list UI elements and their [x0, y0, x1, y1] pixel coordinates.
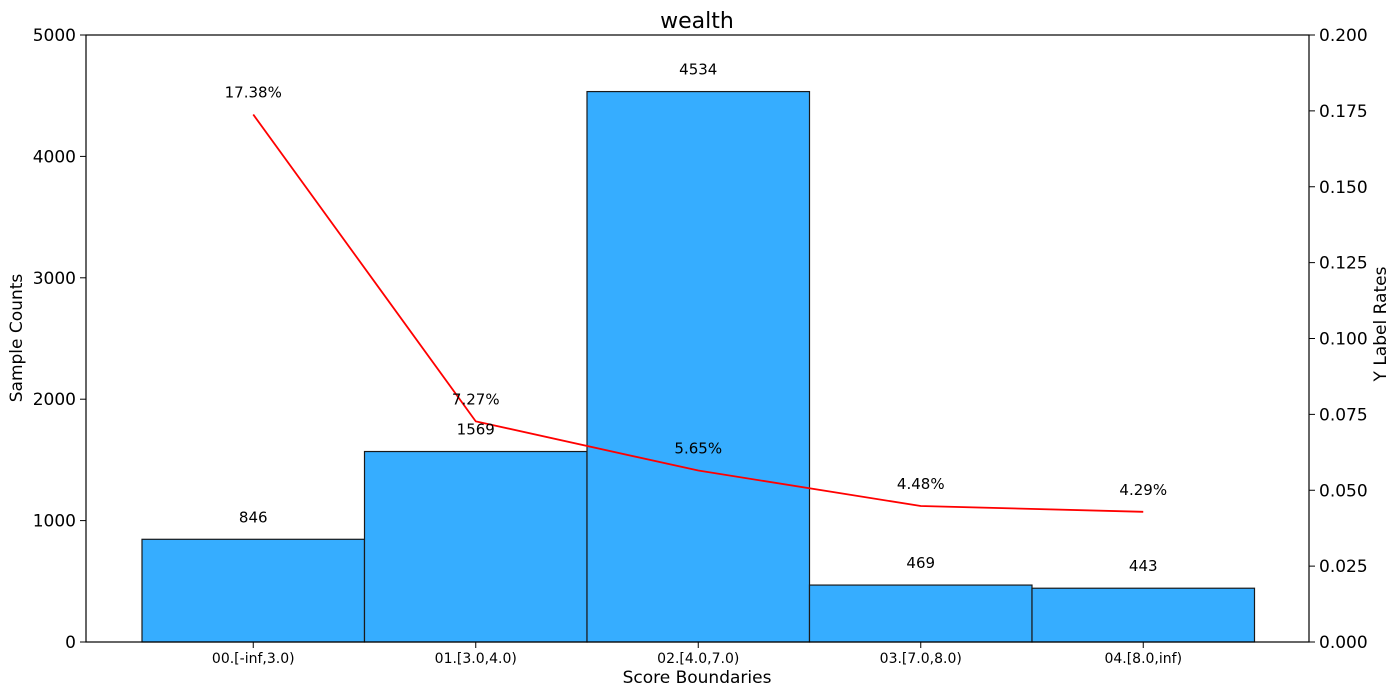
bar-1: [363, 450, 588, 643]
y2-tick-label-6: 0.150: [1319, 178, 1368, 198]
x-tick-label-1: 01.[3.0,4.0): [435, 651, 517, 667]
data-labels: 846 1569 4534 469 443 17.38% 7.27% 5.65% 4.48% 4.…: [225, 61, 1167, 576]
x-tick-label-0: 00.[-inf,3.0): [212, 651, 295, 667]
y2-tick-label-1: 0.025: [1319, 557, 1368, 577]
rate-label-2: 5.65%: [674, 440, 722, 458]
y2-axis-title: Y Label Rates: [1371, 266, 1391, 382]
y2-tick-label-7: 0.175: [1319, 102, 1368, 122]
y-tick-label-4: 4000: [33, 147, 76, 167]
bars: [141, 90, 1256, 643]
y2-tick-label-3: 0.075: [1319, 405, 1368, 425]
bar-3: [808, 584, 1033, 643]
rate-label-1: 7.27%: [452, 390, 500, 408]
y2-tick-label-5: 0.125: [1319, 254, 1368, 274]
y2-tick-label-0: 0.000: [1319, 633, 1368, 653]
bar-4: [1031, 587, 1256, 643]
rate-label-4: 4.29%: [1119, 481, 1167, 499]
y-tick-label-3: 3000: [33, 269, 76, 289]
bar-value-label-4: 443: [1129, 557, 1158, 575]
x-tick-label-2: 02.[4.0,7.0): [657, 651, 739, 667]
bar-value-label-1: 1569: [457, 421, 495, 439]
x-tick-label-4: 04.[8.0,inf): [1104, 651, 1182, 667]
left-axis: 0 1000 2000 3000 4000 5000: [33, 26, 86, 653]
chart-title: wealth: [660, 9, 734, 34]
rate-line: [252, 113, 1144, 513]
bar-value-label-0: 846: [239, 508, 268, 526]
y-tick-label-1: 1000: [33, 512, 76, 532]
rate-label-3: 4.48%: [897, 475, 945, 493]
y-tick-label-5: 5000: [33, 26, 76, 46]
y-tick-label-2: 2000: [33, 390, 76, 410]
x-tick-label-3: 03.[7.0,8.0): [880, 651, 962, 667]
right-axis: 0.000 0.025 0.050 0.075 0.100 0.125 0.150 0.175…: [1309, 26, 1368, 653]
rate-label-0: 17.38%: [225, 84, 282, 102]
bar-2: [586, 90, 811, 643]
y2-tick-label-8: 0.200: [1319, 26, 1368, 46]
bar-value-label-3: 469: [906, 554, 935, 572]
y-tick-label-0: 0: [65, 633, 76, 653]
bar-value-label-2: 4534: [679, 61, 717, 79]
x-axis-title: Score Boundaries: [623, 668, 772, 688]
x-axis: 00.[-inf,3.0) 01.[3.0,4.0) 02.[4.0,7.0) 03.…: [212, 642, 1182, 667]
y2-tick-label-2: 0.050: [1319, 481, 1368, 501]
y-axis-title: Sample Counts: [7, 274, 27, 403]
y2-tick-label-4: 0.100: [1319, 330, 1368, 350]
bar-0: [141, 538, 366, 643]
